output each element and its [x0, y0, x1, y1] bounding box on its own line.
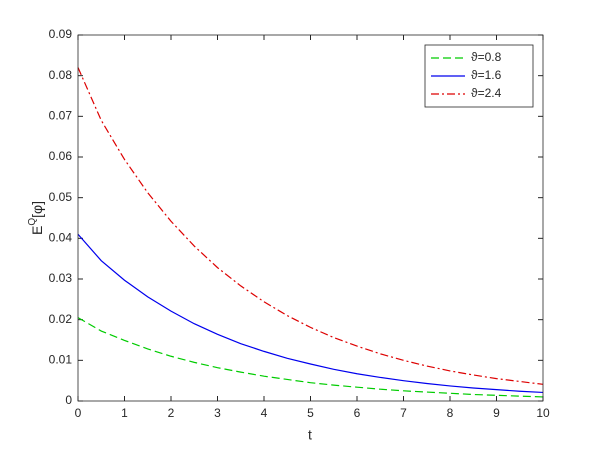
line [77, 67, 544, 385]
x-tick-label: 7 [400, 406, 407, 420]
y-tick-label: 0.08 [49, 68, 73, 82]
y-label-rest: [φ] [29, 201, 45, 218]
y-tick-label: 0.06 [49, 149, 73, 163]
y-tick-label: 0.01 [49, 353, 73, 367]
x-axis-label: t [308, 427, 312, 443]
x-tick-label: 1 [121, 406, 128, 420]
y-tick-label: 0.05 [49, 190, 73, 204]
y-tick-label: 0.09 [49, 27, 73, 41]
x-tick-label: 10 [536, 406, 550, 420]
x-tick-label: 2 [168, 406, 175, 420]
y-tick-label: 0.07 [49, 109, 73, 123]
legend-label: ϑ=2.4 [471, 86, 502, 100]
legend-label: ϑ=0.8 [471, 50, 502, 64]
x-tick-label: 5 [307, 406, 314, 420]
x-tick-label: 8 [447, 406, 454, 420]
x-tick-label: 3 [214, 406, 221, 420]
y-label-base: E [29, 226, 45, 235]
y-tick-label: 0.02 [49, 312, 73, 326]
y-tick-label: 0 [65, 393, 72, 407]
x-tick-label: 9 [493, 406, 500, 420]
y-tick-label: 0.03 [49, 271, 73, 285]
axes-box [77, 34, 544, 402]
x-tick-label: 4 [261, 406, 268, 420]
y-tick-label: 0.04 [49, 231, 73, 245]
line [77, 317, 544, 398]
y-axis-label: EQ[φ] [27, 201, 45, 235]
y-label-sup: Q [27, 218, 38, 226]
legend-label: ϑ=1.6 [471, 68, 502, 82]
line [77, 233, 544, 394]
x-tick-label: 6 [354, 406, 361, 420]
x-tick-label: 0 [75, 406, 82, 420]
